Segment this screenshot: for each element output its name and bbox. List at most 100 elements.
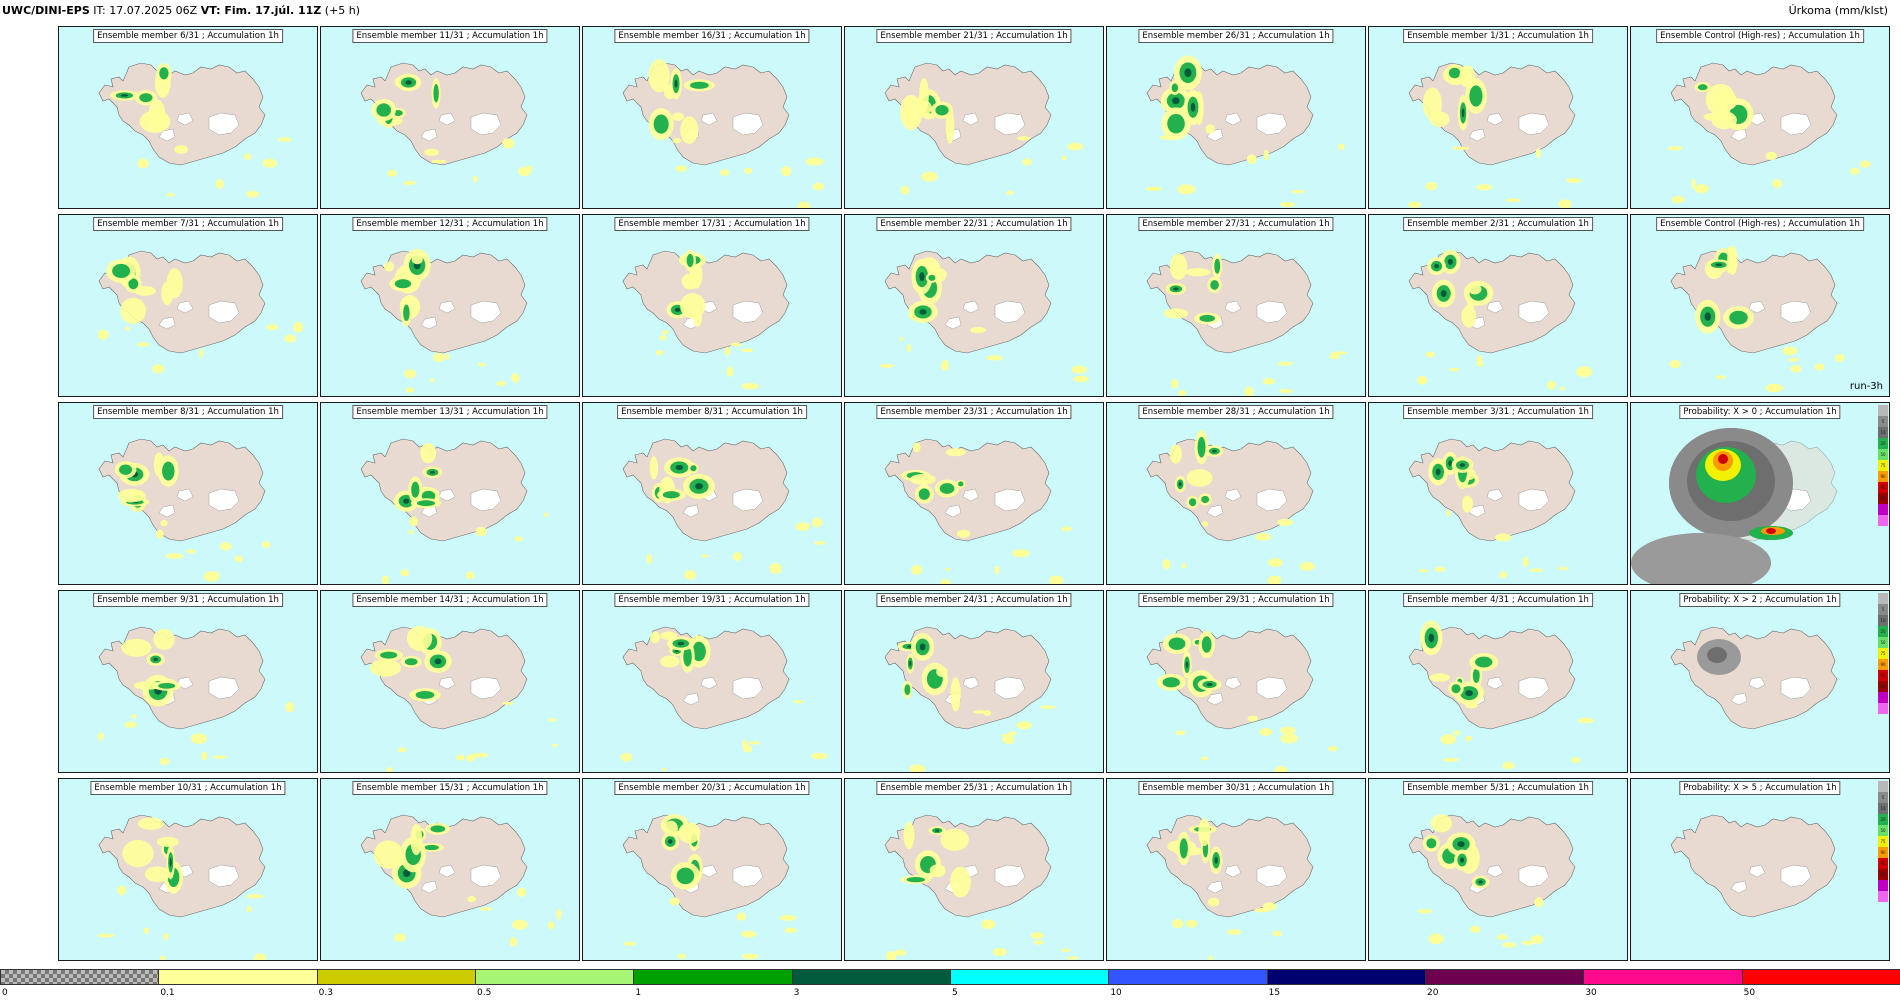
map-canvas <box>884 62 1084 196</box>
light-precip-area <box>1859 160 1871 168</box>
precip-area <box>904 684 911 696</box>
light-precip-area <box>465 754 476 762</box>
probability-legend-swatch <box>1878 891 1888 902</box>
precip-colorbar: 0 0.1 0.3 0.5 1 3 5 10 15 20 30 50 <box>0 969 1900 1000</box>
ensemble-member-map-panel: Ensemble member 10/31 ; Accumulation 1h <box>58 778 318 961</box>
glacier-area <box>732 112 764 136</box>
glacier-area <box>1224 864 1242 878</box>
probability-map-panel: Probability: X > 5 ; Accumulation 1h 5 10 2… <box>1630 778 1890 961</box>
probability-legend-swatch <box>1878 515 1888 526</box>
panel-title: Ensemble member 16/31 ; Accumulation 1h <box>614 29 810 43</box>
probability-legend-label: 50 <box>1878 825 1888 836</box>
glacier-area <box>1486 300 1504 314</box>
light-precip-area <box>675 165 687 172</box>
probability-legend-label: 99 <box>1878 869 1888 880</box>
light-precip-area <box>1267 575 1282 584</box>
glacier-area <box>420 316 438 330</box>
probability-legend-label: 90 <box>1878 847 1888 858</box>
light-precip-area <box>199 348 204 358</box>
light-precip-area <box>1782 346 1798 356</box>
light-precip-area <box>1244 386 1254 396</box>
map-panel-grid: Ensemble member 6/31 ; Accumulation 1h En… <box>58 26 1900 961</box>
map-canvas <box>98 62 292 198</box>
panel-title: Ensemble member 4/31 ; Accumulation 1h <box>1403 593 1593 607</box>
glacier-area <box>470 112 502 136</box>
light-precip-area <box>1496 934 1508 941</box>
light-precip-area <box>1715 375 1726 380</box>
light-precip-area <box>649 456 659 480</box>
light-precip-area <box>1765 151 1777 160</box>
heavy-precip-area <box>1212 449 1217 453</box>
panel-title: Ensemble member 23/31 ; Accumulation 1h <box>876 405 1072 419</box>
glacier-area <box>700 112 718 126</box>
heavy-precip-area <box>1715 263 1722 267</box>
light-precip-area <box>622 941 636 946</box>
light-precip-area <box>1267 558 1283 568</box>
light-precip-area <box>1577 717 1595 724</box>
light-precip-area <box>1531 935 1544 944</box>
light-precip-area <box>1691 178 1696 189</box>
glacier-area <box>208 864 240 888</box>
light-precip-area <box>1476 360 1484 367</box>
light-precip-area <box>730 342 742 347</box>
light-precip-area <box>220 542 232 551</box>
light-precip-area <box>246 894 264 899</box>
light-precip-area <box>1066 956 1080 960</box>
panel-title: Ensemble member 25/31 ; Accumulation 1h <box>876 781 1072 795</box>
heavy-precip-area <box>935 829 940 832</box>
light-precip-area <box>1145 186 1163 191</box>
light-precip-area <box>465 571 475 580</box>
glacier-area <box>158 128 176 142</box>
map-canvas <box>97 250 304 374</box>
light-precip-area <box>814 541 826 545</box>
light-precip-area <box>726 366 734 377</box>
glacier-area <box>732 864 764 888</box>
probability-map-panel: Probability: X > 2 ; Accumulation 1h 5 10 2… <box>1630 590 1890 773</box>
probability-legend-label: 75 <box>1878 460 1888 471</box>
map-canvas <box>1667 62 1871 204</box>
light-precip-area <box>1566 178 1582 183</box>
glacier-area <box>1518 864 1550 888</box>
panel-title: Ensemble member 20/31 ; Accumulation 1h <box>614 781 810 795</box>
light-precip-area <box>1502 942 1517 948</box>
light-precip-area <box>945 567 950 572</box>
glacier-area <box>1518 676 1550 700</box>
heavy-precip-area <box>1172 97 1180 105</box>
light-precip-area <box>1329 352 1340 360</box>
panel-title: Ensemble member 8/31 ; Accumulation 1h <box>93 405 283 419</box>
light-precip-area <box>1186 469 1213 487</box>
light-precip-area <box>1535 148 1541 159</box>
panel-title: Ensemble member 30/31 ; Accumulation 1h <box>1138 781 1334 795</box>
light-precip-area <box>1442 757 1459 762</box>
light-precip-area <box>1030 932 1044 939</box>
light-precip-area <box>1494 533 1512 542</box>
light-precip-area <box>472 752 489 758</box>
light-precip-area <box>1169 444 1182 464</box>
panel-title: Ensemble member 11/31 ; Accumulation 1h <box>352 29 548 43</box>
light-precip-area <box>940 579 951 584</box>
iceland-landmass <box>622 250 790 354</box>
light-precip-area <box>1440 734 1457 745</box>
glacier-area <box>1486 864 1504 878</box>
colorbar-tick-label: 1 <box>635 988 642 998</box>
glacier-area <box>1780 300 1812 324</box>
light-precip-area <box>1169 253 1188 280</box>
light-precip-area <box>137 158 149 169</box>
panel-title: Ensemble member 14/31 ; Accumulation 1h <box>352 593 548 607</box>
colorbar-swatch <box>1108 969 1268 985</box>
light-precip-area <box>381 575 390 584</box>
light-precip-area <box>383 261 395 272</box>
probability-legend-swatch <box>1878 692 1888 703</box>
precip-area <box>430 825 446 833</box>
light-precip-area <box>894 949 907 956</box>
iceland-landmass <box>1408 62 1576 166</box>
light-precip-area <box>1002 735 1015 744</box>
precip-area <box>683 647 692 667</box>
light-precip-area <box>405 387 415 393</box>
light-precip-area <box>1061 155 1067 161</box>
light-precip-area <box>152 364 165 374</box>
probability-legend-swatch <box>1878 405 1888 416</box>
light-precip-area <box>741 348 754 353</box>
heavy-precip-area <box>674 307 681 313</box>
heavy-precip-area <box>403 498 410 504</box>
